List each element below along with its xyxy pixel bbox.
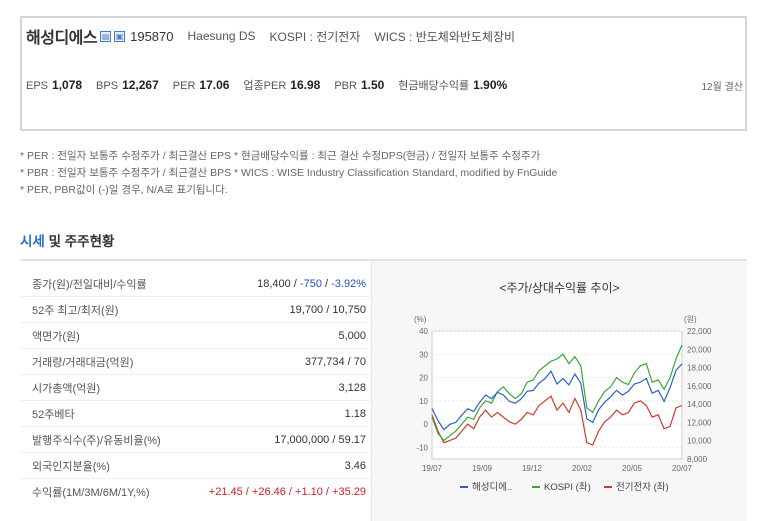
y-left-tick-label: 10 (419, 397, 428, 406)
series-line-1 (431, 344, 683, 442)
y-right-tick-label: 8,000 (687, 455, 708, 464)
x-tick-label: 20/02 (572, 464, 593, 473)
table-row: 발행주식수(주)/유동비율(%) 17,000,000 / 59.17 (20, 427, 372, 453)
wics-sector: WICS : 반도체와반도체장비 (374, 29, 516, 44)
metric-eps: EPS 1,078 (26, 78, 83, 92)
legend-label: 전기전자 (좌) (616, 482, 669, 493)
x-tick-label: 19/12 (522, 464, 543, 473)
left-unit-label: (%) (414, 315, 427, 324)
y-right-tick-label: 22,000 (687, 327, 712, 336)
table-row: 52주 최고/최저(원) 19,700 / 10,750 (20, 297, 372, 323)
y-right-tick-label: 12,000 (687, 418, 712, 427)
footnote-per: * PER : 전일자 보통주 수정주가 / 최근결산 EPS * 현금배당수익… (20, 150, 541, 162)
table-row: 종가(원)/전일대비/수익률 18,400 / -750 / -3.92% (20, 271, 372, 297)
market-info-panel: 종가(원)/전일대비/수익률 18,400 / -750 / -3.92% 52… (20, 259, 747, 521)
legend-label: 해성디에.. (472, 481, 512, 493)
stock-summary-box (20, 16, 747, 131)
y-left-tick-label: 40 (419, 327, 428, 336)
footnote-negative: * PER, PBR값이 (-)일 경우, N/A로 표기됩니다. (20, 184, 228, 196)
series-line-0 (431, 363, 683, 431)
price-table: 종가(원)/전일대비/수익률 18,400 / -750 / -3.92% 52… (20, 261, 372, 521)
company-header: 해성디에스 ▤ ▣ 195870 Haesung DS KOSPI : 전기전자… (26, 24, 515, 48)
metric-pbr: PBR 1.50 (334, 78, 385, 92)
metric-per: PER 17.06 (172, 78, 230, 92)
plot-area (431, 330, 683, 460)
report-icon[interactable]: ▤ (100, 30, 112, 42)
series-line-2 (431, 395, 683, 446)
table-row: 외국인지분율(%) 3.46 (20, 453, 372, 479)
y-right-tick-label: 14,000 (687, 400, 712, 409)
table-row: 수익률(1M/3M/6M/1Y,%) +21.45 / +26.46 / +1.1… (32, 486, 366, 499)
y-right-tick-label: 20,000 (687, 345, 712, 354)
chart-title: <주가/상대수익률 추이> (499, 281, 620, 295)
table-row: 액면가(원) 5,000 (20, 323, 372, 349)
section-title: 시세 및 주주현황 (20, 234, 115, 249)
print-icon[interactable]: ▣ (114, 30, 126, 42)
y-right-tick-label: 16,000 (687, 382, 712, 391)
english-name: Haesung DS (187, 29, 256, 43)
price-chart: <주가/상대수익률 추이> (%) (원) 40 30 20 10 0 -10 22,000 20… (372, 261, 747, 521)
x-tick-label: 20/05 (622, 464, 643, 473)
metric-dividend-yield: 현금배당수익률 1.90% (398, 78, 508, 92)
y-left-tick-label: -10 (416, 443, 428, 452)
valuation-metrics: EPS 1,078 BPS 12,267 PER 17.06 업종PER 16.98 P… (26, 77, 521, 93)
company-name: 해성디에스 (26, 30, 98, 47)
y-left-tick-label: 0 (424, 420, 429, 429)
metric-bps: BPS 12,267 (96, 78, 159, 92)
metric-industry-per: 업종PER 16.98 (243, 78, 321, 92)
chart-canvas: (%) (원) 40 30 20 10 0 -10 22,000 20,000 18,000 16,0… (414, 315, 712, 493)
right-unit-label: (원) (684, 315, 697, 324)
y-left-tick-label: 20 (419, 374, 428, 383)
stock-code: 195870 (130, 28, 174, 44)
table-row: 거래량/거래대금(억원) 377,734 / 70 (20, 349, 372, 375)
x-tick-label: 19/09 (472, 464, 493, 473)
fiscal-settlement: 12월 결산 (701, 82, 743, 93)
y-right-tick-label: 18,000 (687, 364, 712, 373)
x-tick-label: 19/07 (422, 464, 443, 473)
y-left-tick-label: 30 (419, 350, 428, 359)
legend-label: KOSPI (좌) (544, 482, 591, 493)
x-tick-label: 20/07 (672, 464, 693, 473)
y-right-tick-label: 10,000 (687, 437, 712, 446)
table-row: 52주베타 1.18 (20, 401, 372, 427)
footnote-pbr: * PBR : 전일자 보통주 수정주가 / 최근결산 BPS * WICS :… (20, 167, 558, 179)
market-sector: KOSPI : 전기전자 (269, 29, 361, 44)
footnotes: * PER : 전일자 보통주 수정주가 / 최근결산 EPS * 현금배당수익… (20, 148, 557, 199)
table-row: 시가총액(억원) 3,128 (20, 375, 372, 401)
